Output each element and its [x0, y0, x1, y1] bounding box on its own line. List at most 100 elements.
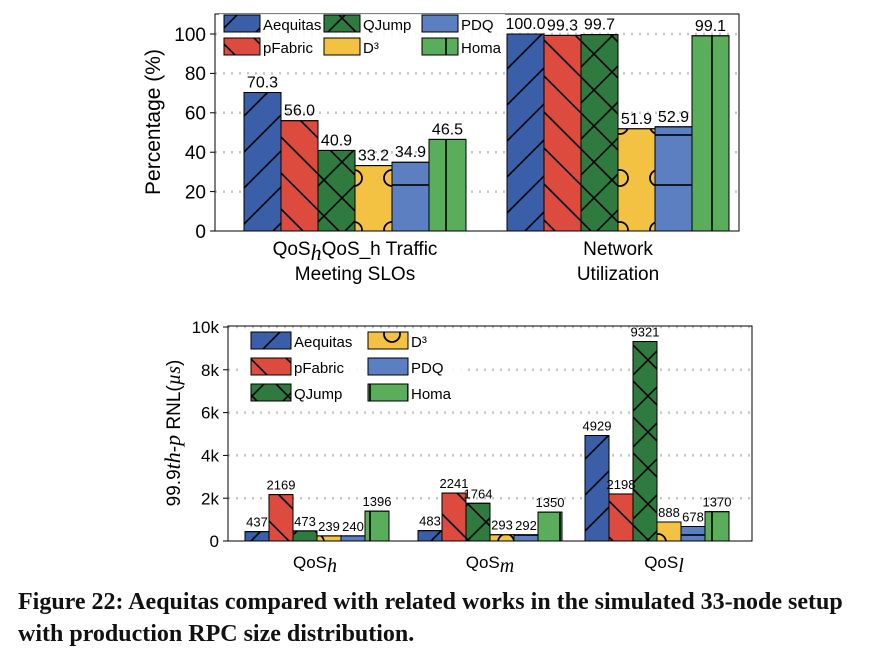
data-label-d3-0: 239 — [318, 519, 340, 534]
chart-rnl: 437 483 4929 2169 2241 2198 473 1764 9321 239 293 8… — [160, 318, 753, 577]
bar-qjump-0-hatch — [292, 530, 318, 542]
legend-swatch-hatch-d3 — [323, 37, 361, 56]
data-label-pdq-0: 240 — [342, 519, 364, 534]
data-labels: 70.3 100.0 56.0 99.3 40.9 99.7 33.2 51.9 34.9 52.… — [247, 16, 726, 165]
data-label-pdq-1: 52.9 — [658, 109, 689, 126]
data-label-pdq-1: 292 — [515, 518, 537, 533]
bar-pfabric-0-hatch — [268, 494, 294, 542]
y-tick-label: 4k — [201, 447, 219, 466]
y-tick-label: 8k — [201, 361, 219, 380]
figure-caption: Figure 22: Aequitas compared with relate… — [18, 589, 843, 647]
figure-charts: 70.3 100.0 56.0 99.3 40.9 99.7 33.2 51.9 34.9 52.… — [142, 13, 753, 577]
data-label-aequitas-1: 100.0 — [505, 16, 545, 33]
legend-item-d3: D³ — [323, 37, 379, 57]
bar-aequitas-2-hatch — [584, 435, 610, 542]
chart-percentage: 70.3 100.0 56.0 99.3 40.9 99.7 33.2 51.9 34.9 52.… — [142, 13, 740, 285]
y-tick-label: 0 — [210, 532, 219, 551]
category-label-qosh-line1: QoShQoS_h Traffic — [273, 239, 438, 265]
y-tick-label: 100 — [174, 25, 206, 46]
y-tick-label: 60 — [185, 104, 206, 125]
bar-qjump-1-hatch — [465, 502, 491, 542]
bar-homa-2-hatch — [704, 511, 730, 542]
bar-pdq-1-hatch — [654, 126, 693, 232]
data-label-pfabric-1: 99.3 — [547, 17, 578, 34]
legend: Aequitas QJump PDQ pFabric D³ Homa — [219, 14, 505, 58]
y-tick-label: 10k — [192, 318, 220, 337]
legend-swatch-hatch-homa — [367, 383, 409, 402]
data-label-pfabric-0: 56.0 — [284, 103, 315, 120]
category-label-qosl: QoSl — [644, 553, 684, 577]
bar-qjump-2-hatch — [632, 341, 658, 542]
legend-label-d3: D³ — [411, 334, 427, 351]
y-axis-ticks: 0 2k 4k 6k 8k 10k — [192, 318, 228, 551]
y-tick-label: 2k — [201, 489, 219, 508]
data-label-aequitas-0: 437 — [246, 515, 268, 530]
legend-swatch-hatch-pdq — [421, 14, 459, 33]
y-axis-label: 99.9th-p RNL(µs) — [160, 360, 185, 507]
legend-swatch-hatch-qjump — [250, 383, 292, 402]
bar-pfabric-0-hatch — [280, 120, 319, 232]
data-label-qjump-2: 9321 — [631, 325, 660, 340]
bar-pfabric-1-hatch — [543, 34, 582, 232]
data-label-pfabric-0: 2169 — [267, 478, 296, 493]
legend-item-qjump: QJump — [250, 383, 342, 403]
bar-pdq-0-hatch — [391, 161, 430, 232]
y-tick-label: 0 — [195, 222, 206, 243]
bar-homa-0-hatch — [364, 510, 390, 542]
legend-label-aequitas: Aequitas — [263, 17, 321, 34]
data-label-d3-1: 51.9 — [621, 111, 652, 128]
category-label-qosm: QoSm — [466, 553, 514, 577]
bar-pdq-1-hatch — [513, 534, 539, 542]
y-axis-label: Percentage (%) — [142, 49, 165, 195]
bar-aequitas-1-hatch — [506, 33, 545, 232]
data-label-qjump-0: 40.9 — [321, 132, 352, 149]
bar-pdq-2-hatch — [680, 525, 706, 542]
bar-pfabric-2-hatch — [608, 493, 634, 542]
legend-item-pfabric: pFabric — [250, 357, 345, 377]
legend-label-pfabric: pFabric — [263, 40, 314, 57]
legend-label-pfabric: pFabric — [294, 360, 345, 377]
legend-item-pdq: PDQ — [421, 14, 494, 34]
legend-label-homa: Homa — [461, 40, 502, 57]
bar-group — [244, 341, 730, 542]
legend-swatch-hatch-homa — [421, 37, 459, 56]
bar-aequitas-0-hatch — [243, 92, 282, 232]
plot-frame — [227, 325, 753, 542]
data-labels: 437 483 4929 2169 2241 2198 473 1764 9321 239 293 8… — [246, 325, 731, 534]
data-label-pfabric-2: 2198 — [607, 477, 636, 492]
legend-label-pdq: PDQ — [411, 360, 444, 377]
data-label-aequitas-1: 483 — [419, 514, 441, 529]
y-tick-label: 40 — [185, 143, 206, 164]
legend-swatch-hatch-pfabric — [223, 37, 261, 56]
legend-label-aequitas: Aequitas — [294, 334, 352, 351]
category-label-qosh-text: QoS_h Traffic — [322, 239, 438, 260]
data-label-d3-2: 888 — [658, 505, 680, 520]
data-label-homa-1: 1350 — [536, 495, 565, 510]
legend: Aequitas D³ pFabric PDQ QJump Homa — [244, 329, 462, 407]
data-label-homa-1: 99.1 — [695, 18, 726, 35]
legend-item-homa: Homa — [421, 37, 502, 57]
data-label-qjump-1: 99.7 — [584, 17, 615, 34]
legend-item-pfabric: pFabric — [223, 37, 314, 57]
data-label-aequitas-0: 70.3 — [247, 75, 278, 92]
bar-pfabric-1-hatch — [441, 492, 467, 542]
legend-item-homa: Homa — [367, 383, 452, 403]
data-label-qjump-1: 1764 — [464, 486, 493, 501]
legend-label-qjump: QJump — [363, 17, 411, 34]
data-label-homa-0: 46.5 — [432, 121, 463, 138]
data-label-d3-1: 293 — [491, 518, 513, 533]
legend-swatch-hatch-qjump — [323, 14, 361, 33]
legend-item-pdq: PDQ — [367, 357, 444, 377]
legend-swatch-hatch-d3 — [367, 331, 409, 350]
data-label-homa-0: 1396 — [363, 494, 392, 509]
legend-swatch-hatch-aequitas — [223, 14, 261, 33]
bar-homa-1-hatch — [537, 511, 563, 542]
legend-label-d3: D³ — [363, 40, 379, 57]
legend-item-aequitas: Aequitas — [223, 14, 321, 34]
data-label-pdq-2: 678 — [682, 509, 704, 524]
legend-label-homa: Homa — [411, 386, 452, 403]
legend-label-qjump: QJump — [294, 386, 342, 403]
bar-group — [243, 33, 730, 232]
legend-swatch-hatch-aequitas — [250, 331, 292, 350]
bar-homa-0-hatch — [428, 138, 467, 232]
